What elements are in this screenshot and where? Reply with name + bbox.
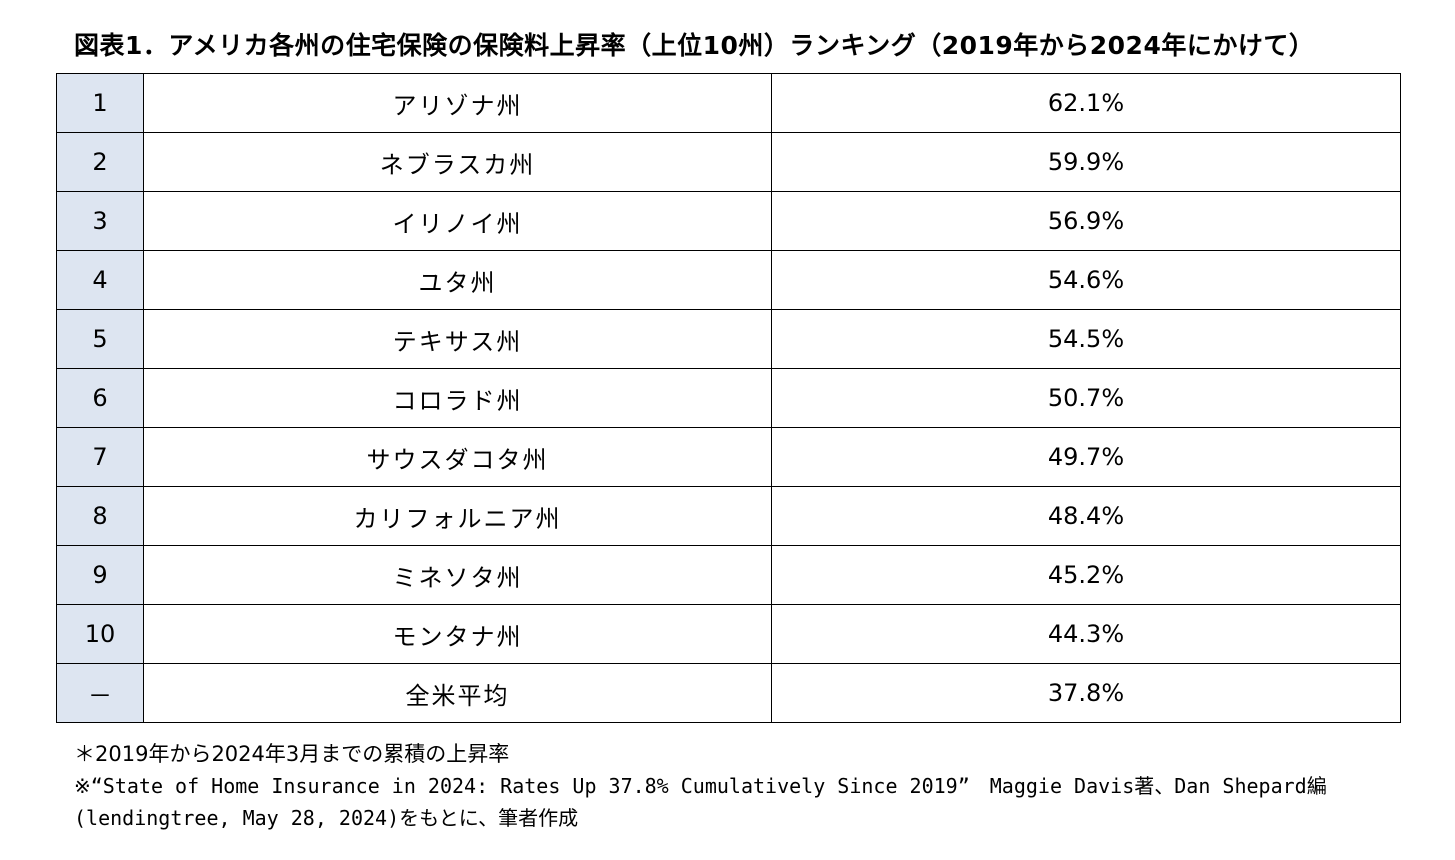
rate-cell: 56.9% [771, 191, 1401, 251]
rank-cell: 5 [56, 309, 144, 369]
state-cell: ユタ州 [143, 250, 772, 310]
table-row: 2 ネブラスカ州 59.9% [56, 132, 1401, 192]
rank-cell: － [56, 663, 144, 723]
rate-cell: 62.1% [771, 73, 1401, 133]
rate-cell: 54.6% [771, 250, 1401, 310]
state-cell: コロラド州 [143, 368, 772, 428]
rate-cell: 54.5% [771, 309, 1401, 369]
table-row: 9 ミネソタ州 45.2% [56, 545, 1401, 605]
state-cell: アリゾナ州 [143, 73, 772, 133]
table-row: 7 サウスダコタ州 49.7% [56, 427, 1401, 487]
table-row: 5 テキサス州 54.5% [56, 309, 1401, 369]
rate-cell: 37.8% [771, 663, 1401, 723]
state-cell: ミネソタ州 [143, 545, 772, 605]
footnote-source: ※“State of Home Insurance in 2024: Rates… [74, 774, 1327, 798]
rank-cell: 6 [56, 368, 144, 428]
table-row-national-average: － 全米平均 37.8% [56, 663, 1401, 723]
rank-cell: 2 [56, 132, 144, 192]
table-row: 3 イリノイ州 56.9% [56, 191, 1401, 251]
rate-cell: 49.7% [771, 427, 1401, 487]
ranking-table: 1 アリゾナ州 62.1% 2 ネブラスカ州 59.9% 3 イリノイ州 56.… [56, 73, 1401, 723]
rate-cell: 44.3% [771, 604, 1401, 664]
state-cell: 全米平均 [143, 663, 772, 723]
state-cell: カリフォルニア州 [143, 486, 772, 546]
rank-cell: 8 [56, 486, 144, 546]
rate-cell: 50.7% [771, 368, 1401, 428]
rank-cell: 9 [56, 545, 144, 605]
state-cell: テキサス州 [143, 309, 772, 369]
footnote-cumulative: ＊2019年から2024年3月までの累積の上昇率 [74, 742, 510, 766]
table-row: 4 ユタ州 54.6% [56, 250, 1401, 310]
state-cell: ネブラスカ州 [143, 132, 772, 192]
rate-cell: 45.2% [771, 545, 1401, 605]
state-cell: イリノイ州 [143, 191, 772, 251]
table-title: 図表1．アメリカ各州の住宅保険の保険料上昇率（上位10州）ランキング（2019年… [74, 31, 1315, 60]
rank-cell: 7 [56, 427, 144, 487]
table-row: 1 アリゾナ州 62.1% [56, 73, 1401, 133]
rate-cell: 48.4% [771, 486, 1401, 546]
rank-cell: 3 [56, 191, 144, 251]
footnote-source-detail: (lendingtree, May 28, 2024)をもとに、筆者作成 [74, 806, 579, 830]
rank-cell: 4 [56, 250, 144, 310]
state-cell: モンタナ州 [143, 604, 772, 664]
rank-cell: 10 [56, 604, 144, 664]
rank-cell: 1 [56, 73, 144, 133]
table-row: 10 モンタナ州 44.3% [56, 604, 1401, 664]
rate-cell: 59.9% [771, 132, 1401, 192]
state-cell: サウスダコタ州 [143, 427, 772, 487]
footnotes: ＊2019年から2024年3月までの累積の上昇率 ※“State of Home… [74, 738, 1327, 834]
table-row: 8 カリフォルニア州 48.4% [56, 486, 1401, 546]
table-row: 6 コロラド州 50.7% [56, 368, 1401, 428]
